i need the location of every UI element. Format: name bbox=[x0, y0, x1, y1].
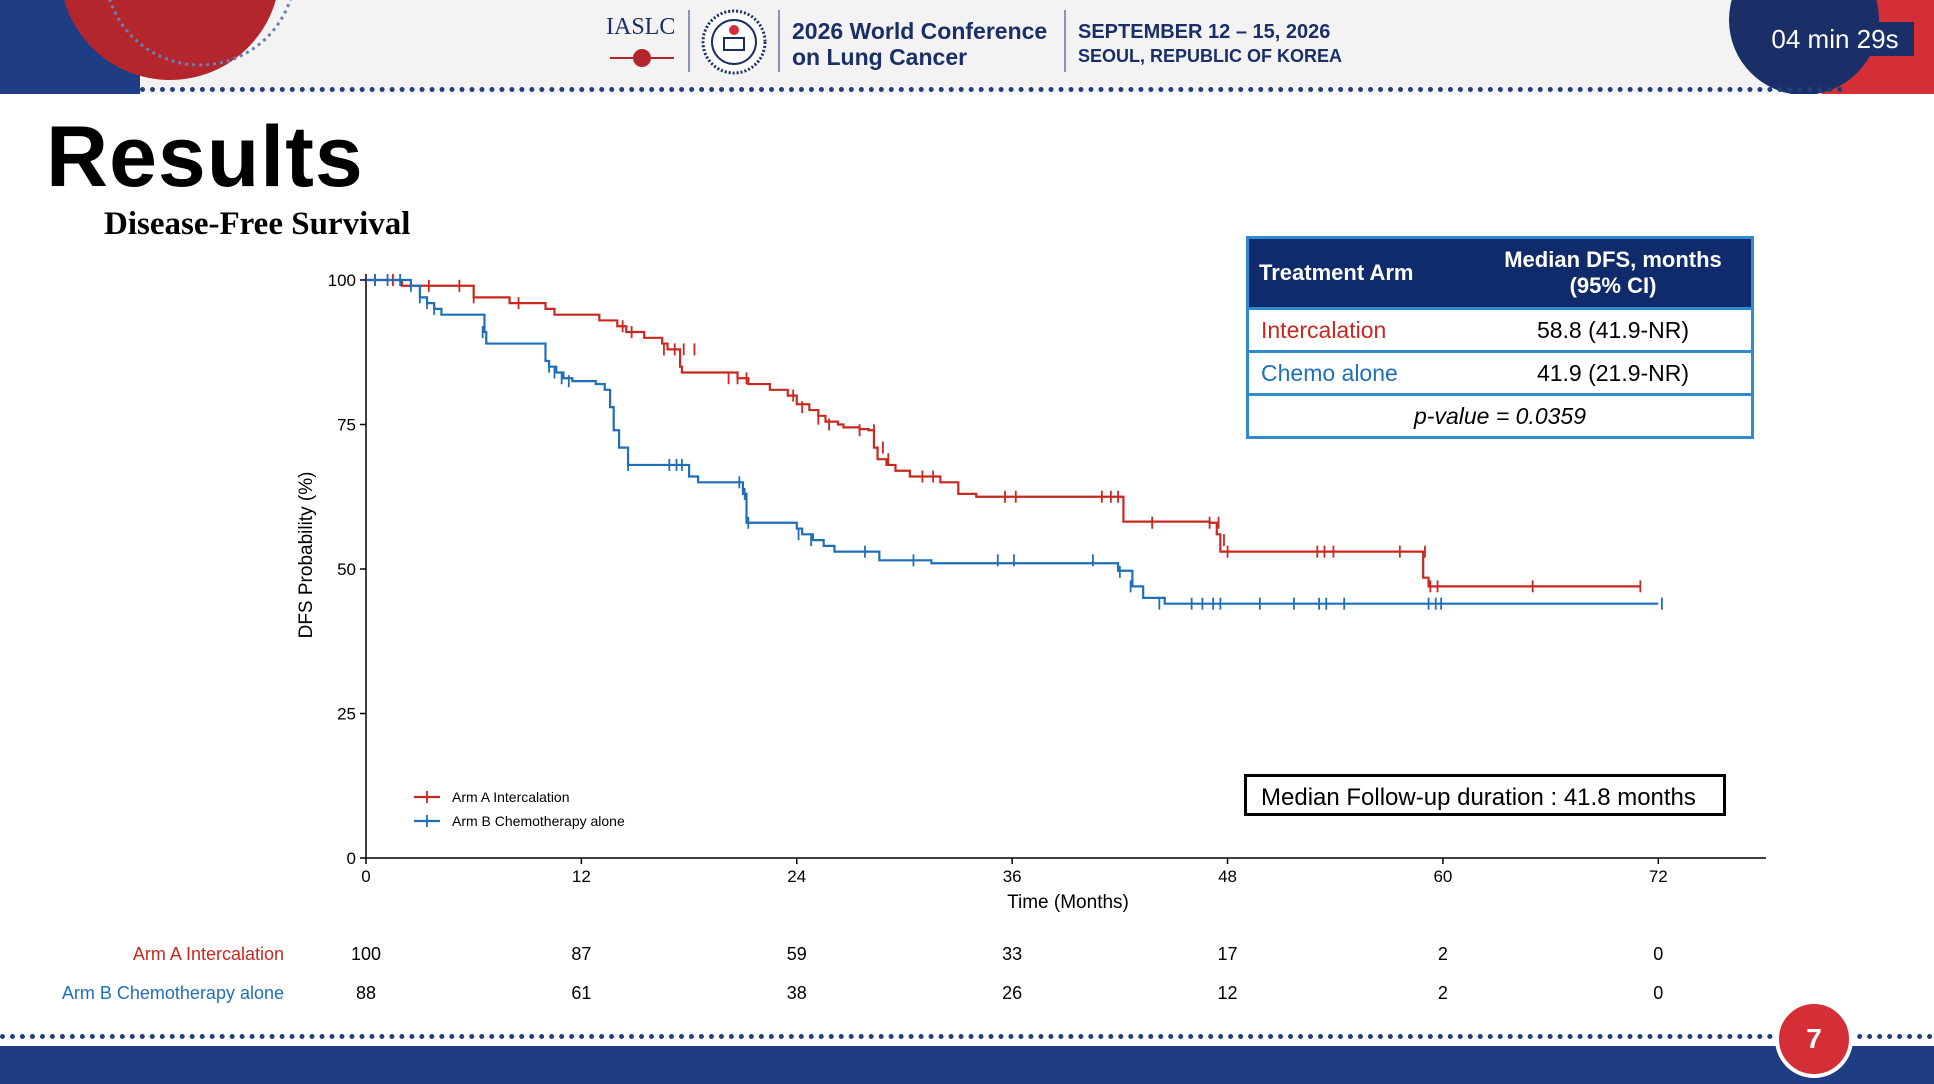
median-table-pvalue-row: p-value = 0.0359 bbox=[1247, 393, 1753, 438]
risk-value: 26 bbox=[1002, 983, 1023, 1003]
followup-box: Median Follow-up duration : 41.8 months bbox=[1244, 774, 1726, 816]
y-tick-label: 75 bbox=[337, 416, 356, 435]
risk-value: 33 bbox=[1002, 944, 1023, 964]
conference-date: SEPTEMBER 12 – 15, 2026 SEOUL, REPUBLIC … bbox=[1078, 20, 1342, 68]
x-tick-label: 24 bbox=[787, 867, 806, 886]
conference-title: 2026 World Conference on Lung Cancer bbox=[792, 18, 1047, 70]
median-table-row: Chemo alone 41.9 (21.9-NR) bbox=[1247, 350, 1753, 395]
footer-band bbox=[0, 1046, 1934, 1084]
chart-curves bbox=[366, 274, 1663, 610]
risk-value: 0 bbox=[1653, 983, 1664, 1003]
median-table-arm-cell: Intercalation bbox=[1247, 307, 1475, 352]
header-left-artwork bbox=[0, 0, 300, 94]
footer-dotted-divider bbox=[0, 1034, 1934, 1039]
conference-header: IASLC 2026 World Conference on Lung Canc… bbox=[0, 0, 1934, 94]
y-tick-label: 25 bbox=[337, 705, 356, 724]
median-table-value-cell: 41.9 (21.9-NR) bbox=[1475, 350, 1753, 395]
y-tick-label: 100 bbox=[328, 271, 356, 290]
x-tick-label: 12 bbox=[572, 867, 591, 886]
chart-legend: Arm A Intercalation Arm B Chemotherapy al… bbox=[414, 789, 625, 829]
median-table-header-value: Median DFS, months (95% CI) bbox=[1475, 237, 1753, 309]
risk-value: 38 bbox=[786, 983, 807, 1003]
conference-date-line1: SEPTEMBER 12 – 15, 2026 bbox=[1078, 21, 1331, 43]
slide-title: Results bbox=[46, 109, 364, 205]
risk-value: 88 bbox=[355, 983, 377, 1003]
median-table-value-cell: 58.8 (41.9-NR) bbox=[1475, 307, 1753, 352]
session-timer: 04 min 29s bbox=[1756, 22, 1914, 56]
risk-value: 59 bbox=[786, 944, 807, 964]
x-axis-label: Time (Months) bbox=[1007, 892, 1129, 913]
median-table-arm-cell: Chemo alone bbox=[1247, 350, 1475, 395]
risk-value: 100 bbox=[350, 944, 382, 964]
risk-label-arm-b: Arm B Chemotherapy alone bbox=[61, 983, 284, 1003]
conference-date-line2: SEOUL, REPUBLIC OF KOREA bbox=[1078, 46, 1343, 66]
x-tick-label: 0 bbox=[361, 867, 370, 886]
legend-item: Arm B Chemotherapy alone bbox=[414, 813, 625, 829]
median-table-row: Intercalation 58.8 (41.9-NR) bbox=[1247, 307, 1753, 352]
risk-value: 0 bbox=[1653, 944, 1664, 964]
x-tick-label: 72 bbox=[1649, 867, 1668, 886]
median-table-header-arm: Treatment Arm bbox=[1247, 237, 1475, 309]
median-table-pvalue: p-value = 0.0359 bbox=[1247, 393, 1753, 438]
legend-label: Arm B Chemotherapy alone bbox=[452, 813, 625, 829]
x-tick-label: 36 bbox=[1003, 867, 1022, 886]
page-number-badge: 7 bbox=[1775, 1000, 1853, 1078]
legend-item: Arm A Intercalation bbox=[414, 789, 570, 805]
risk-value: 12 bbox=[1217, 983, 1238, 1003]
conference-title-line2: on Lung Cancer bbox=[792, 44, 968, 70]
header-separator bbox=[778, 10, 780, 72]
y-axis-label: DFS Probability (%) bbox=[296, 472, 317, 639]
km-curve-arm-b bbox=[366, 278, 1659, 605]
x-tick-label: 48 bbox=[1218, 867, 1237, 886]
iaslc-logo: IASLC bbox=[606, 14, 676, 40]
risk-value: 17 bbox=[1217, 944, 1238, 964]
header-separator bbox=[688, 10, 690, 72]
risk-value: 2 bbox=[1437, 944, 1448, 964]
risk-label-arm-a: Arm A Intercalation bbox=[132, 944, 284, 964]
chart-title: Disease-Free Survival bbox=[104, 206, 411, 242]
conference-emblem-icon bbox=[701, 9, 767, 75]
header-separator bbox=[1064, 10, 1066, 72]
legend-label: Arm A Intercalation bbox=[452, 789, 570, 805]
y-tick-label: 50 bbox=[337, 560, 356, 579]
risk-value: 87 bbox=[571, 944, 592, 964]
conference-title-line1: 2026 World Conference bbox=[792, 18, 1048, 44]
risk-value: 2 bbox=[1437, 983, 1448, 1003]
chart-axes: 0 25 50 75 100 0 12 24 36 48 60 72 bbox=[328, 271, 1766, 886]
median-dfs-table: Treatment Arm Median DFS, months (95% CI… bbox=[1246, 236, 1754, 439]
lung-logo-icon bbox=[610, 49, 674, 67]
y-tick-label: 0 bbox=[347, 849, 356, 868]
header-dotted-divider bbox=[140, 87, 1844, 92]
median-table-header-row: Treatment Arm Median DFS, months (95% CI… bbox=[1247, 237, 1753, 309]
risk-value: 61 bbox=[571, 983, 592, 1003]
x-tick-label: 60 bbox=[1433, 867, 1452, 886]
